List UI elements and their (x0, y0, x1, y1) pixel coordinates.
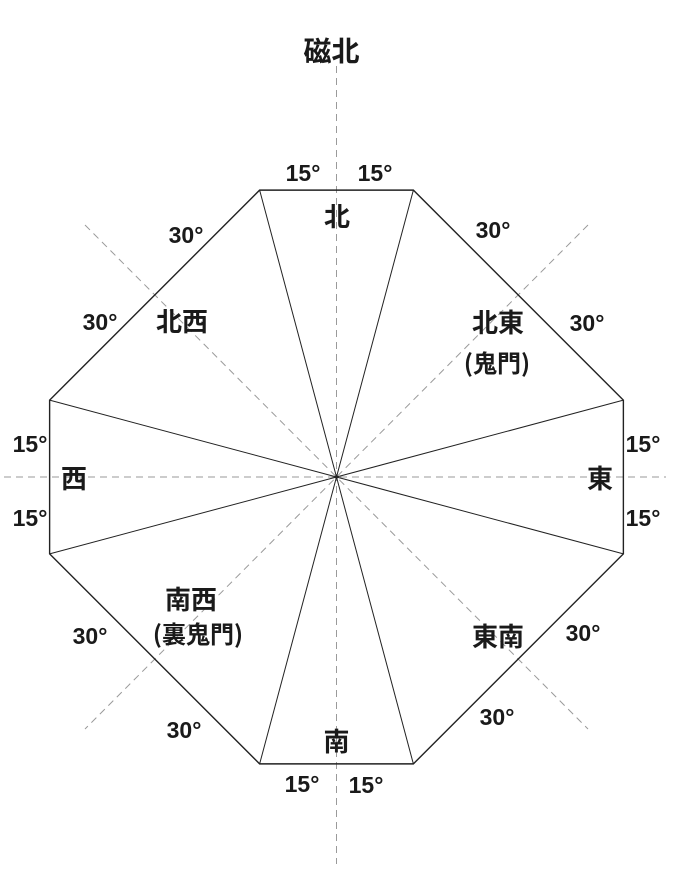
svg-text:磁北: 磁北 (303, 30, 359, 70)
svg-text:30°: 30° (83, 309, 118, 335)
svg-text:30°: 30° (570, 310, 605, 336)
svg-text:(裏鬼門): (裏鬼門) (153, 615, 243, 650)
svg-text:15°: 15° (285, 771, 320, 797)
svg-text:15°: 15° (626, 431, 661, 457)
svg-text:(鬼門): (鬼門) (464, 344, 530, 379)
svg-text:北東: 北東 (472, 303, 524, 340)
svg-text:15°: 15° (286, 160, 321, 186)
svg-text:北西: 北西 (156, 302, 208, 339)
svg-text:北: 北 (324, 197, 350, 234)
svg-text:15°: 15° (626, 505, 661, 531)
svg-text:東南: 東南 (472, 617, 524, 654)
svg-text:東: 東 (587, 459, 613, 496)
svg-text:南西: 南西 (165, 580, 217, 617)
svg-text:南: 南 (323, 722, 349, 759)
svg-text:15°: 15° (13, 431, 48, 457)
svg-text:15°: 15° (358, 160, 393, 186)
svg-text:30°: 30° (169, 222, 204, 248)
svg-text:30°: 30° (566, 620, 601, 646)
svg-text:15°: 15° (349, 772, 384, 798)
svg-text:30°: 30° (167, 717, 202, 743)
svg-text:30°: 30° (480, 704, 515, 730)
svg-text:西: 西 (61, 459, 87, 496)
svg-text:30°: 30° (476, 217, 511, 243)
svg-text:30°: 30° (73, 623, 108, 649)
svg-text:15°: 15° (13, 505, 48, 531)
